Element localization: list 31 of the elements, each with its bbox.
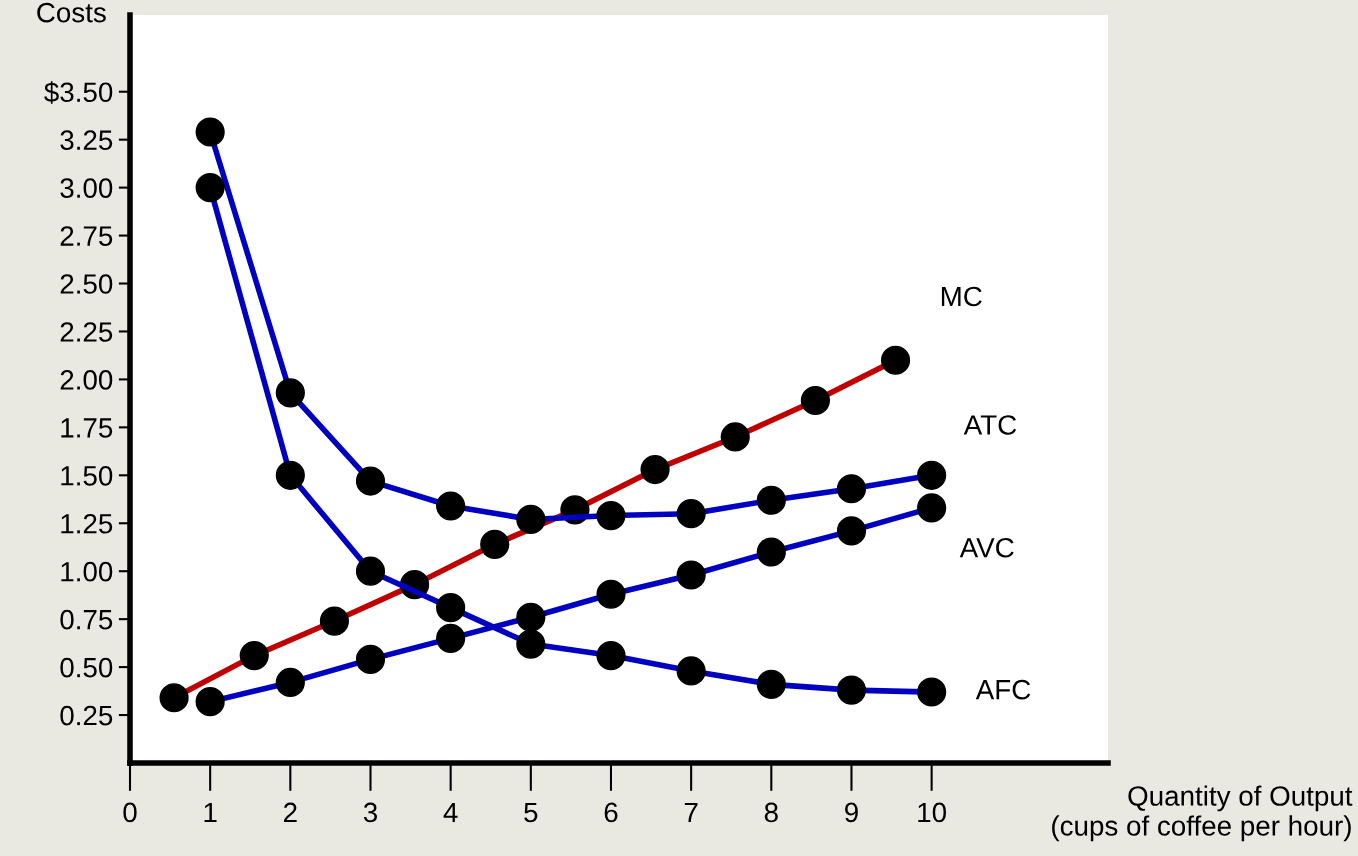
y-tick-label: 0.25 [60,705,113,726]
y-tick-label: 2.25 [60,322,113,342]
x-axis-title: Quantity of Output (cups of coffee per hour) [1052,785,1353,842]
x-tick-label: 5 [524,802,538,823]
x-tick-label: 4 [443,802,458,823]
x-tick-label: 8 [764,802,778,823]
y-tick-label: 0.50 [60,657,113,678]
y-tick-label: 2.75 [60,226,113,246]
x-tick-label: 9 [845,802,858,823]
y-tick-label: 1.75 [61,418,113,438]
y-tick-label: 3.25 [60,130,113,151]
y-tick-label: 1.25 [61,513,113,534]
y-tick-label: 0.75 [60,609,113,630]
x-tick-label: 3 [363,802,377,823]
x-tick-label: 1 [204,802,217,823]
x-tick-label: 6 [604,802,618,823]
x-tick-label: 10 [918,802,946,823]
y-tick-label: 3.00 [60,178,113,198]
y-tick-label: 1.50 [61,465,113,486]
y-tick-label: 1.00 [61,561,113,582]
y-tick-label: 2.00 [60,370,113,390]
series-label: AVC [959,537,1014,558]
series-label: ATC [963,415,1017,435]
x-tick-label: 7 [684,802,698,823]
y-axis-title: Costs [37,2,106,23]
y-tick-label: $3.50 [44,81,113,104]
series-label: AFC [975,679,1031,700]
x-tick-label: 2 [284,802,297,823]
text: MC [941,286,982,307]
x-tick-label: 0 [123,802,137,823]
y-tick-label: 2.50 [60,274,113,294]
